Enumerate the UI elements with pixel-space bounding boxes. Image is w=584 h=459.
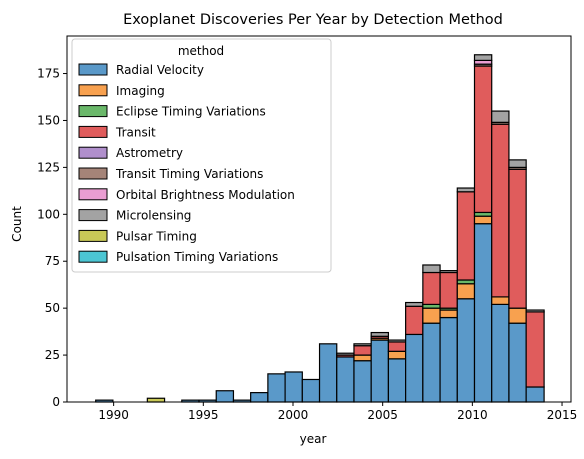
legend-swatch-orbital-brightness-modulation: [78, 188, 108, 201]
bar-radial-velocity: [301, 378, 321, 403]
legend-label-imaging: Imaging: [116, 84, 165, 98]
bar-microlensing: [353, 343, 372, 347]
bar-radial-velocity: [353, 360, 372, 403]
bar-radial-velocity: [405, 333, 424, 403]
bar-microlensing: [422, 264, 441, 274]
bar-microlensing: [525, 309, 545, 313]
legend-label-astrometry: Astrometry: [116, 146, 183, 160]
y-tick-label: 125: [37, 160, 60, 174]
bar-microlensing: [491, 110, 510, 123]
x-tick-label: 2010: [457, 408, 488, 422]
legend-swatch-eclipse-timing-variations: [78, 105, 108, 118]
legend-label-microlensing: Microlensing: [116, 209, 191, 223]
bar-radial-velocity: [250, 392, 269, 403]
legend-title: method: [178, 44, 224, 58]
bar-microlensing: [336, 352, 355, 356]
legend-label-transit: Transit: [115, 125, 156, 139]
bar-radial-velocity: [215, 390, 235, 403]
legend-swatch-microlensing: [78, 209, 108, 222]
bar-transit: [525, 311, 545, 388]
bar-radial-velocity: [491, 303, 510, 403]
bar-imaging: [491, 296, 510, 306]
y-tick-label: 175: [37, 67, 60, 81]
legend-box: [71, 38, 332, 273]
y-tick-label: 25: [45, 348, 60, 362]
legend-entries: Radial Velocity Imaging Eclipse Timing Var…: [78, 63, 295, 264]
bar-radial-velocity: [336, 356, 355, 403]
x-tick-label: 1990: [98, 408, 129, 422]
bar-transit: [353, 345, 372, 356]
bar-microlensing: [439, 270, 458, 274]
y-tick-label: 100: [37, 207, 60, 221]
x-tick-label: 1995: [188, 408, 219, 422]
bar-transit: [473, 65, 493, 214]
legend: method Radial Velocity Imaging Eclipse Tim…: [71, 38, 332, 273]
bar-imaging: [508, 307, 527, 324]
bar-transit: [456, 191, 476, 281]
x-axis-label: year: [300, 432, 327, 446]
y-tick-label: 150: [37, 113, 60, 127]
bar-transit: [405, 305, 424, 336]
bar-microlensing: [456, 187, 476, 193]
legend-swatch-pulsar-timing: [78, 229, 108, 242]
x-tick-label: 2000: [278, 408, 309, 422]
bar-transit: [439, 271, 458, 309]
bar-radial-velocity: [439, 316, 458, 403]
legend-swatch-transit-timing-variations: [78, 167, 108, 180]
legend-swatch-radial-velocity: [78, 63, 108, 76]
legend-swatch-imaging: [78, 84, 108, 97]
y-axis-ticks: 0 25 50 75 100 125 150 175: [37, 67, 67, 409]
bar-imaging: [387, 350, 407, 360]
bar-microlensing: [473, 54, 493, 62]
bar-microlensing: [405, 301, 424, 307]
bar-transit: [387, 341, 407, 352]
legend-swatch-transit: [78, 125, 108, 138]
x-tick-label: 2005: [367, 408, 398, 422]
bar-imaging: [473, 215, 493, 225]
bar-imaging: [439, 309, 458, 319]
bar-microlensing: [508, 159, 527, 168]
legend-swatch-astrometry: [78, 146, 108, 159]
bar-transit: [508, 168, 527, 309]
y-axis-label: Count: [10, 206, 24, 242]
bar-imaging: [422, 307, 441, 324]
bar-radial-velocity: [508, 322, 527, 403]
bar-radial-velocity: [370, 339, 390, 403]
bar-radial-velocity: [422, 322, 441, 403]
x-axis-ticks: 1990 1995 2000 2005 2010 2015: [98, 402, 577, 422]
legend-label-pulsation-timing-variations: Pulsation Timing Variations: [116, 250, 278, 264]
bar-radial-velocity: [267, 373, 286, 403]
bar-microlensing: [370, 331, 390, 337]
plot-area-frame: [66, 35, 572, 403]
bar-radial-velocity: [525, 386, 545, 403]
bar-radial-velocity: [473, 223, 493, 403]
y-tick-label: 0: [52, 395, 60, 409]
bar-imaging: [456, 283, 476, 300]
legend-label-transit-timing-variations: Transit Timing Variations: [115, 167, 263, 181]
bar-radial-velocity: [284, 371, 303, 403]
legend-label-orbital-brightness-modulation: Orbital Brightness Modulation: [116, 188, 295, 202]
legend-label-radial-velocity: Radial Velocity: [116, 63, 204, 77]
bar-radial-velocity: [456, 298, 476, 403]
legend-label-pulsar-timing: Pulsar Timing: [116, 229, 197, 243]
y-tick-label: 75: [45, 254, 60, 268]
bar-pulsar-timing: [146, 397, 166, 403]
y-tick-label: 50: [45, 301, 60, 315]
bar-microlensing: [387, 339, 407, 343]
bar-stacks: [95, 54, 545, 403]
bar-radial-velocity: [318, 343, 338, 403]
x-tick-label: 2015: [547, 408, 578, 422]
legend-label-eclipse-timing-variations: Eclipse Timing Variations: [116, 105, 266, 119]
bar-imaging: [353, 354, 372, 362]
bar-transit: [491, 123, 510, 298]
bar-radial-velocity: [387, 358, 407, 403]
chart-title: Exoplanet Discoveries Per Year by Detect…: [123, 12, 503, 28]
legend-swatch-pulsation-timing-variations: [78, 250, 108, 263]
bar-transit: [422, 271, 441, 305]
